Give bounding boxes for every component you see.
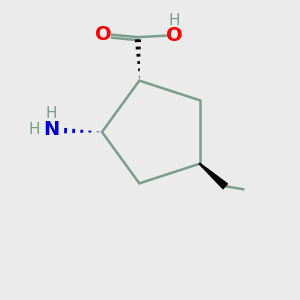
- Text: O: O: [167, 26, 183, 44]
- Text: O: O: [95, 25, 112, 44]
- Text: H: H: [29, 122, 40, 137]
- Polygon shape: [200, 164, 227, 189]
- Text: H: H: [46, 106, 57, 121]
- Text: H: H: [169, 13, 181, 28]
- Text: N: N: [44, 120, 60, 139]
